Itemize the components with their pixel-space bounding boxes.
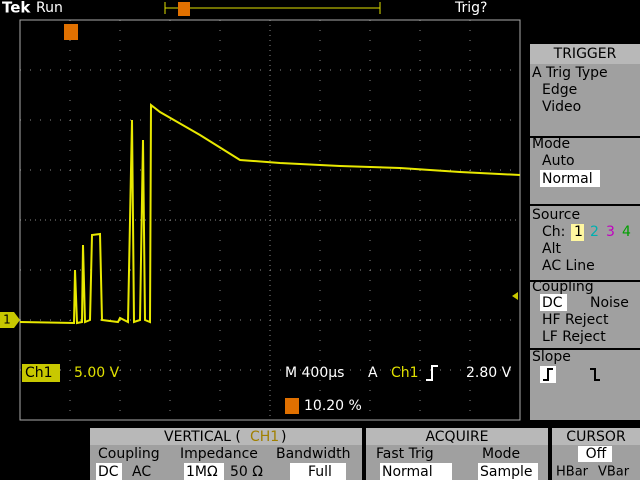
bottom-heading: Impedance: [180, 446, 258, 462]
channel-option: 4: [622, 224, 631, 240]
menu-label: Slope: [532, 349, 571, 365]
channel-readout: Ch1: [25, 365, 53, 381]
menu-panel[interactable]: [530, 206, 640, 280]
trigger-state: Trig?: [454, 0, 487, 16]
channel-readout-bg: [22, 364, 60, 382]
trigger-level: 2.80 V: [466, 365, 512, 381]
menu-option: LF Reject: [542, 329, 606, 345]
trigger-level-marker: [512, 292, 518, 300]
bottom-title-bg: [90, 428, 362, 445]
graticule-border: [19, 19, 521, 421]
bottom-option: 50 Ω: [230, 464, 263, 480]
bottom-option: DC: [98, 464, 119, 480]
bottom-title-bg: [552, 428, 640, 445]
menu-title-bg: [530, 44, 640, 64]
selected-bg: [290, 463, 346, 480]
trigger-readout: A: [368, 365, 378, 381]
selected-bg: [380, 463, 452, 480]
menu-option: Auto: [542, 153, 575, 169]
falling-slope: [590, 368, 600, 381]
channel-option: 2: [590, 224, 599, 240]
menu-panel[interactable]: [530, 64, 640, 136]
run-state: Run: [36, 0, 63, 16]
menu-option: Noise: [590, 295, 629, 311]
brand: Tek: [2, 0, 31, 17]
menu-label: Source: [532, 207, 580, 223]
rising-slope: [543, 368, 553, 381]
selected-bg: [478, 463, 538, 480]
trigger-position-icon: [64, 24, 78, 40]
selected-bg: [184, 463, 224, 480]
menu-label: A Trig Type: [532, 65, 608, 81]
bottom-option: HBar: [556, 465, 589, 480]
menu-option: HF Reject: [542, 312, 609, 328]
menu-title: TRIGGER: [553, 46, 617, 62]
timebase: M 400µs: [285, 365, 344, 381]
record-trigger-icon: [178, 2, 190, 16]
selected-bg: [571, 224, 584, 241]
bottom-heading: Fast Trig: [376, 446, 434, 462]
channel-marker: 1: [3, 313, 11, 327]
bottom-heading: Coupling: [98, 446, 160, 462]
bottom-option: 1MΩ: [186, 464, 218, 480]
bottom-option: Sample: [480, 464, 533, 480]
channel-marker-bg: [0, 312, 20, 328]
slope-icon: [426, 365, 438, 381]
bottom-option: VBar: [598, 465, 630, 480]
cursor-value: Off: [586, 446, 607, 462]
bottom-option: AC: [132, 464, 151, 480]
vertical-title: ): [281, 429, 286, 445]
bottom-title-bg: [366, 428, 548, 445]
selected-bg: [96, 463, 122, 480]
graticule: [20, 20, 520, 420]
selected-bg: [578, 446, 612, 462]
bottom-heading: Bandwidth: [276, 446, 351, 462]
menu-panel[interactable]: [530, 350, 640, 420]
menu-option: Ch:: [542, 224, 565, 240]
cursor-title: CURSOR: [566, 429, 626, 445]
trigger-pos-icon: [285, 398, 299, 414]
vertical-title: VERTICAL (: [164, 429, 241, 445]
acquire-title: ACQUIRE: [425, 429, 488, 445]
channel-option: 3: [606, 224, 615, 240]
menu-panel[interactable]: [530, 282, 640, 348]
menu-option: Alt: [542, 241, 561, 257]
vertical-title-channel: CH1: [250, 429, 279, 445]
bottom-option: Full: [308, 464, 332, 480]
volts-div: 5.00 V: [74, 365, 120, 381]
bottom-option: Normal: [382, 464, 433, 480]
trigger-channel: Ch1: [391, 365, 419, 381]
bottom-heading: Mode: [482, 446, 520, 462]
selected-bg: [540, 170, 600, 187]
channel-option: 1: [574, 224, 583, 240]
waveform: [19, 102, 521, 325]
menu-option: Video: [542, 99, 581, 115]
selected-bg: [540, 294, 567, 311]
menu-option: Edge: [542, 82, 577, 98]
menu-label: Coupling: [532, 279, 594, 295]
trigger-position: 10.20 %: [304, 398, 362, 414]
menu-option: DC: [542, 295, 563, 311]
menu-option: Normal: [542, 171, 593, 187]
menu-label: Mode: [532, 136, 570, 152]
menu-option: AC Line: [542, 258, 595, 274]
